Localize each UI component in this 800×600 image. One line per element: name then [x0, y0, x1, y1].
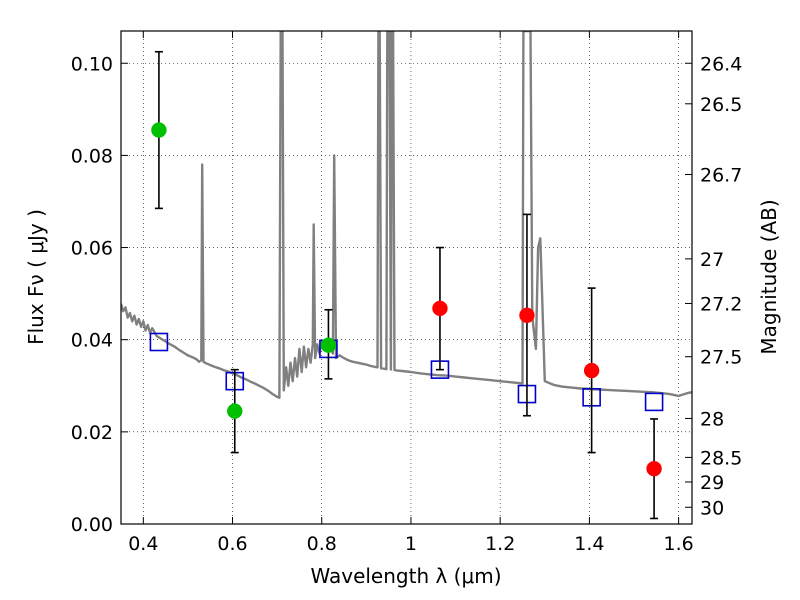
right-tick-label: 28.5 — [700, 447, 742, 469]
right-tick-label: 27.5 — [700, 347, 742, 369]
y-tick-label: 0.00 — [71, 514, 113, 536]
x-axis-title: Wavelength λ (μm) — [310, 564, 501, 588]
x-tick-label: 1.6 — [664, 533, 694, 555]
right-tick-label: 27.2 — [700, 293, 742, 315]
x-tick-label: 1 — [405, 533, 417, 555]
x-axis: 0.4 0.6 0.8 1 1.2 1.4 1.6 — [128, 31, 694, 555]
y-axis-left: 0.00 0.02 0.04 0.06 0.08 0.10 — [71, 53, 128, 536]
spectrum-line — [121, 31, 692, 399]
right-tick-label: 28 — [700, 408, 724, 430]
y-tick-label: 0.06 — [71, 238, 113, 260]
observed-point-red — [583, 362, 600, 379]
x-tick-label: 0.8 — [307, 533, 337, 555]
y-axis-title: Flux Fν ( μJy ) — [24, 209, 48, 345]
right-tick-label: 26.7 — [700, 164, 742, 186]
plot-clipped — [121, 31, 692, 399]
observed-point-red — [519, 307, 535, 324]
model-photometry-square — [644, 392, 664, 412]
y-axis-right: 26.4 26.5 26.7 27 27.2 27.5 28 28.5 29 30 — [685, 53, 742, 519]
plot-area — [121, 31, 692, 520]
right-tick-label: 29 — [700, 472, 724, 494]
y-tick-label: 0.02 — [71, 422, 113, 444]
right-tick-label: 30 — [700, 497, 724, 519]
y-tick-label: 0.10 — [71, 53, 113, 75]
y-tick-label: 0.04 — [71, 330, 113, 352]
observed-point-green — [151, 122, 167, 138]
x-tick-label: 1.2 — [485, 533, 515, 555]
y-axis-right-title: Magnitude (AB) — [757, 199, 781, 354]
observed-point-green — [227, 403, 243, 419]
right-tick-label: 26.4 — [700, 53, 742, 75]
model-photometry-square — [149, 332, 169, 352]
right-tick-label: 26.5 — [700, 94, 742, 116]
observed-point-red — [432, 300, 448, 317]
plot-frame — [120, 30, 693, 525]
x-tick-label: 1.4 — [574, 533, 604, 555]
x-tick-label: 0.6 — [217, 533, 247, 555]
x-tick-label: 0.4 — [128, 533, 158, 555]
y-tick-label: 0.08 — [71, 145, 113, 167]
right-tick-label: 27 — [700, 249, 724, 271]
observed-point-red — [646, 460, 662, 477]
grid-lines — [121, 31, 692, 525]
observed-point-green — [320, 337, 337, 353]
